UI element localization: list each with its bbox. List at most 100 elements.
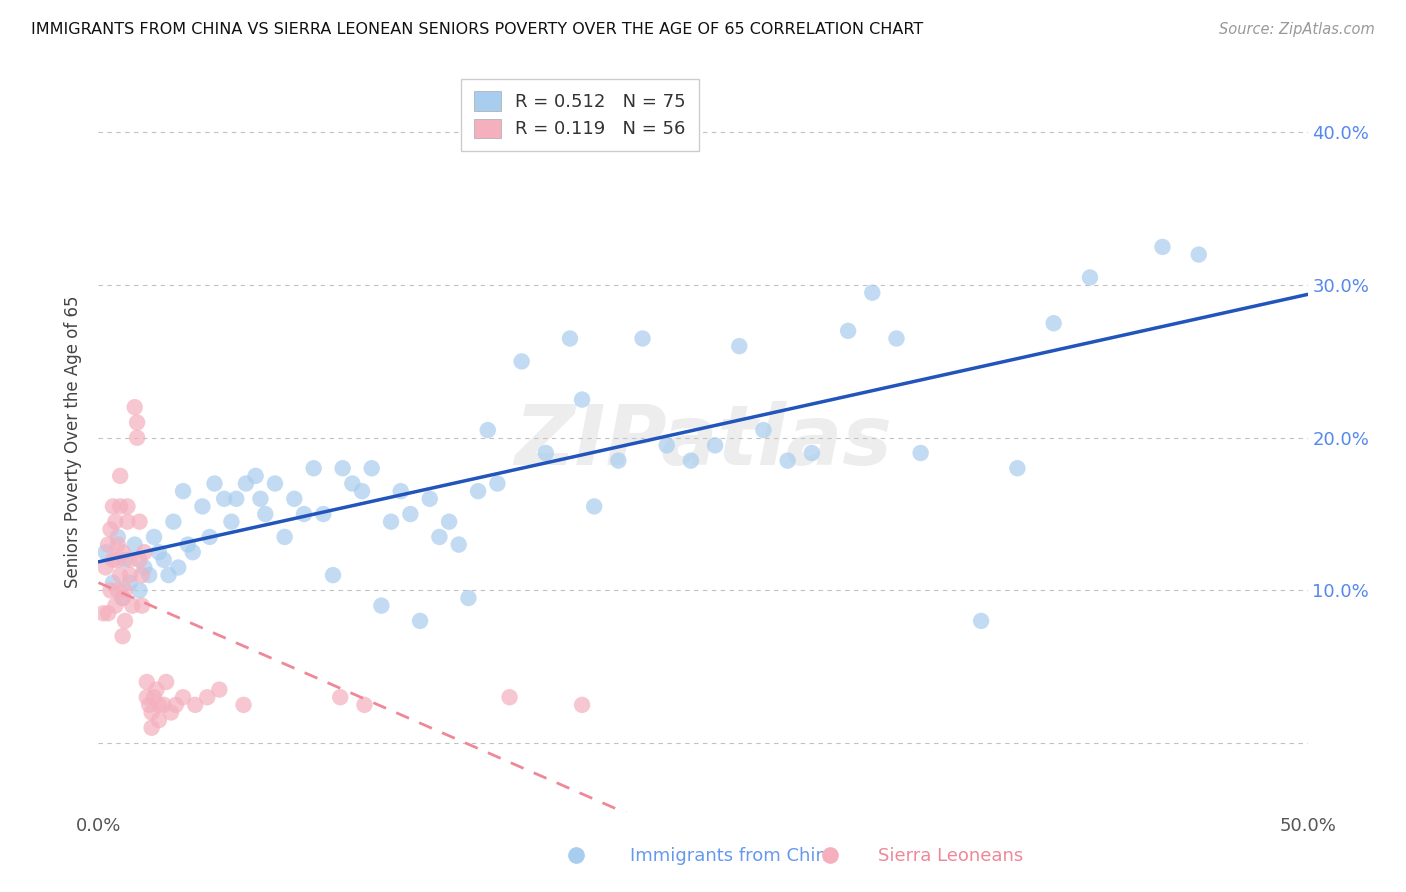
Point	[101, 500, 124, 514]
Point	[124, 538, 146, 552]
Point	[94, 545, 117, 559]
Y-axis label: Seniors Poverty Over the Age of 65: Seniors Poverty Over the Age of 65	[65, 295, 83, 588]
Point	[273, 530, 295, 544]
Point	[264, 476, 287, 491]
Point	[101, 575, 124, 590]
Point	[389, 484, 412, 499]
Point	[162, 515, 184, 529]
Point	[101, 553, 124, 567]
Point	[534, 446, 557, 460]
Point	[118, 575, 141, 590]
Point	[100, 583, 122, 598]
Point	[114, 614, 136, 628]
Point	[108, 469, 131, 483]
Point	[607, 453, 630, 467]
Point	[135, 690, 157, 705]
Point	[498, 690, 520, 705]
Point	[419, 491, 441, 506]
Point	[104, 515, 127, 529]
Point	[342, 476, 364, 491]
Point	[360, 461, 382, 475]
Point	[302, 461, 325, 475]
Point	[254, 507, 277, 521]
Point	[143, 690, 166, 705]
Text: Source: ZipAtlas.com: Source: ZipAtlas.com	[1219, 22, 1375, 37]
Point	[114, 583, 136, 598]
Point	[679, 453, 702, 467]
Point	[127, 416, 149, 430]
Point	[970, 614, 993, 628]
Point	[124, 400, 146, 414]
Point	[429, 530, 451, 544]
Point	[152, 698, 174, 712]
Point	[1188, 247, 1211, 261]
Point	[138, 568, 160, 582]
Text: Sierra Leoneans: Sierra Leoneans	[879, 847, 1024, 865]
Point	[117, 515, 139, 529]
Point	[860, 285, 883, 300]
Point	[107, 553, 129, 567]
Point	[776, 453, 799, 467]
Point	[235, 476, 257, 491]
Point	[332, 461, 354, 475]
Point	[292, 507, 315, 521]
Point	[100, 522, 122, 536]
Point	[128, 583, 150, 598]
Point	[191, 500, 214, 514]
Point	[225, 491, 247, 506]
Point	[249, 491, 271, 506]
Point	[118, 553, 141, 567]
Point	[155, 675, 177, 690]
Point	[108, 568, 131, 582]
Point	[571, 392, 593, 407]
Point	[97, 607, 120, 621]
Point	[148, 698, 170, 712]
Point	[165, 698, 187, 712]
Point	[1042, 316, 1064, 330]
Point	[437, 515, 460, 529]
Point	[107, 538, 129, 552]
Point	[752, 423, 775, 437]
Point	[91, 607, 114, 621]
Point	[312, 507, 335, 521]
Point	[245, 469, 267, 483]
Point	[728, 339, 751, 353]
Text: Immigrants from China: Immigrants from China	[630, 847, 838, 865]
Point	[172, 484, 194, 499]
Text: ZIPatlas: ZIPatlas	[515, 401, 891, 482]
Point	[94, 560, 117, 574]
Point	[134, 545, 156, 559]
Text: IMMIGRANTS FROM CHINA VS SIERRA LEONEAN SENIORS POVERTY OVER THE AGE OF 65 CORRE: IMMIGRANTS FROM CHINA VS SIERRA LEONEAN …	[31, 22, 924, 37]
Point	[172, 690, 194, 705]
Point	[167, 560, 190, 574]
Point	[111, 629, 134, 643]
Point	[704, 438, 727, 452]
Point	[399, 507, 422, 521]
Point	[457, 591, 479, 605]
Point	[177, 538, 200, 552]
Point	[152, 553, 174, 567]
Point	[117, 500, 139, 514]
Point	[97, 538, 120, 552]
Point	[160, 706, 183, 720]
Point	[114, 553, 136, 567]
Point	[837, 324, 859, 338]
Point	[221, 515, 243, 529]
Point	[558, 331, 581, 345]
Point	[107, 530, 129, 544]
Point	[157, 568, 180, 582]
Point	[143, 530, 166, 544]
Point	[148, 713, 170, 727]
Point	[800, 446, 823, 460]
Point	[655, 438, 678, 452]
Point	[134, 560, 156, 574]
Point	[111, 591, 134, 605]
Point	[486, 476, 509, 491]
Point	[138, 698, 160, 712]
Point	[111, 591, 134, 605]
Point	[104, 599, 127, 613]
Legend: R = 0.512   N = 75, R = 0.119   N = 56: R = 0.512 N = 75, R = 0.119 N = 56	[461, 78, 699, 151]
Point	[118, 568, 141, 582]
Point	[380, 515, 402, 529]
Point	[283, 491, 305, 506]
